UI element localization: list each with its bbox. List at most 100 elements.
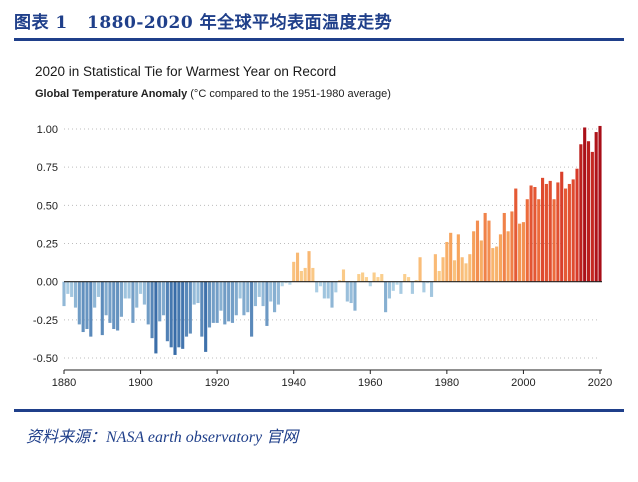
y-tick-label: 0.50 bbox=[37, 200, 58, 212]
x-tick-label: 1940 bbox=[281, 377, 305, 389]
bar-1927 bbox=[242, 281, 246, 316]
bar-1937 bbox=[280, 281, 284, 287]
bar-1997 bbox=[510, 211, 514, 282]
grid-layer bbox=[64, 128, 600, 359]
bar-1991 bbox=[487, 220, 491, 282]
bar-1907 bbox=[165, 281, 169, 342]
bar-1930 bbox=[253, 281, 257, 307]
bar-1880 bbox=[62, 281, 66, 307]
bar-1986 bbox=[468, 254, 472, 282]
bar-1929 bbox=[250, 281, 254, 337]
y-tick-label: 0.00 bbox=[37, 277, 58, 289]
bar-1963 bbox=[380, 274, 384, 282]
bar-1891 bbox=[104, 281, 108, 316]
x-tick-label: 1960 bbox=[358, 377, 382, 389]
bar-1887 bbox=[89, 281, 93, 337]
bar-1904 bbox=[154, 281, 158, 354]
bar-1966 bbox=[391, 281, 395, 291]
bar-2001 bbox=[525, 199, 529, 282]
bar-1881 bbox=[66, 281, 70, 294]
bar-1908 bbox=[169, 281, 173, 348]
bar-1911 bbox=[181, 281, 185, 349]
y-tick-label: 0.25 bbox=[37, 239, 58, 251]
bar-1894 bbox=[116, 281, 120, 331]
x-tick-label: 1900 bbox=[128, 377, 152, 389]
bar-1931 bbox=[257, 281, 261, 297]
bar-1936 bbox=[276, 281, 280, 305]
bar-1959 bbox=[364, 277, 369, 282]
bar-1900 bbox=[139, 281, 143, 294]
bar-1948 bbox=[322, 281, 326, 299]
bar-1977 bbox=[433, 254, 437, 282]
bar-layer bbox=[62, 125, 602, 355]
bar-1970 bbox=[407, 277, 411, 282]
bar-1919 bbox=[211, 281, 215, 323]
bar-2014 bbox=[575, 168, 579, 282]
bar-2018 bbox=[590, 151, 594, 282]
bar-1913 bbox=[188, 281, 192, 334]
bar-1926 bbox=[238, 281, 242, 299]
bar-1889 bbox=[96, 281, 101, 297]
bar-1938 bbox=[284, 281, 288, 284]
x-tick-label: 1920 bbox=[205, 377, 229, 389]
bar-1922 bbox=[223, 281, 227, 325]
bar-1888 bbox=[93, 281, 97, 308]
bar-1957 bbox=[357, 274, 361, 282]
bar-1950 bbox=[330, 281, 334, 308]
bar-1898 bbox=[131, 281, 135, 323]
bar-1968 bbox=[399, 281, 403, 294]
bar-2000 bbox=[521, 222, 525, 282]
bar-1999 bbox=[518, 223, 522, 282]
bar-1984 bbox=[460, 257, 464, 282]
x-tick-label: 1880 bbox=[52, 377, 76, 389]
y-tick-label: -0.25 bbox=[33, 315, 58, 327]
bar-1975 bbox=[426, 281, 430, 284]
bar-1988 bbox=[475, 220, 480, 282]
bar-1987 bbox=[472, 231, 476, 282]
bar-1917 bbox=[204, 281, 208, 352]
bar-1906 bbox=[161, 281, 166, 316]
bar-1958 bbox=[361, 272, 365, 282]
bar-1883 bbox=[73, 281, 78, 308]
bar-1897 bbox=[127, 281, 131, 299]
bar-1961 bbox=[372, 272, 376, 282]
bar-1935 bbox=[273, 281, 277, 313]
bar-1896 bbox=[123, 281, 127, 299]
bar-1928 bbox=[246, 281, 250, 313]
bar-1902 bbox=[146, 281, 150, 325]
bar-2010 bbox=[560, 171, 564, 282]
bar-1925 bbox=[234, 281, 238, 316]
x-tick-label: 2020 bbox=[588, 377, 612, 389]
bar-1998 bbox=[514, 188, 518, 282]
bar-2002 bbox=[529, 185, 533, 282]
bar-1918 bbox=[207, 281, 212, 328]
bar-1942 bbox=[299, 270, 303, 282]
bar-1978 bbox=[437, 270, 441, 282]
bar-1969 bbox=[403, 274, 407, 282]
bar-1951 bbox=[334, 281, 338, 293]
bar-1972 bbox=[414, 280, 418, 282]
bar-1985 bbox=[464, 263, 468, 282]
top-rule bbox=[14, 38, 624, 41]
bar-2011 bbox=[563, 188, 568, 282]
bar-1924 bbox=[230, 281, 235, 323]
bar-1967 bbox=[395, 281, 399, 285]
bar-1939 bbox=[288, 281, 292, 285]
bar-1952 bbox=[338, 280, 342, 282]
axis-layer: 1.00 0.75 0.50 0.25 0.00 -0.25 -0.50 1880 1900 19… bbox=[33, 124, 612, 389]
bar-1916 bbox=[200, 281, 204, 337]
bar-1960 bbox=[368, 281, 372, 287]
bar-1944 bbox=[307, 251, 311, 282]
chart-title: 2020 in Statistical Tie for Warmest Year… bbox=[35, 64, 337, 79]
bar-1992 bbox=[491, 248, 495, 282]
bar-1941 bbox=[295, 252, 300, 282]
bar-1993 bbox=[495, 246, 499, 282]
bar-1903 bbox=[150, 281, 154, 339]
bar-2016 bbox=[583, 127, 587, 282]
bar-2017 bbox=[586, 141, 591, 282]
bar-1940 bbox=[292, 261, 296, 282]
figure-label: 图表 1 bbox=[14, 13, 68, 33]
bar-1953 bbox=[341, 269, 346, 282]
bar-1946 bbox=[315, 281, 319, 293]
